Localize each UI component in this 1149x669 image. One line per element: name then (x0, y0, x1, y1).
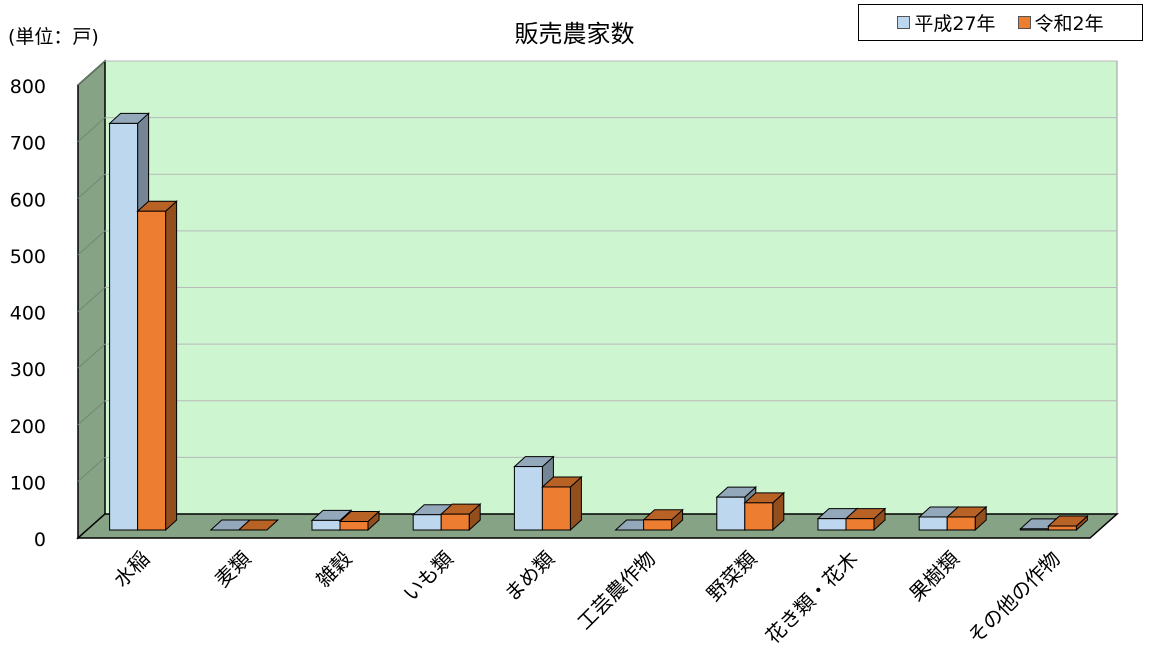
unit-label: (単位：戸) (8, 26, 99, 48)
x-tick-label-6: 野菜類 (702, 547, 761, 606)
y-axis-tick-labels: 0 100 200 300 400 500 600 700 800 (10, 76, 46, 551)
x-tick-label-1: 麦類 (210, 547, 255, 592)
gridline-side (77, 117, 106, 142)
gridline-side (77, 287, 106, 312)
gridline-side (77, 400, 106, 426)
legend-swatch-series-0 (897, 16, 911, 29)
bar-1-5 (642, 508, 684, 532)
x-axis-tick-labels: 水稲 麦類 雑穀 いも類 まめ類 工芸農作物 野菜類 花き類・花木 果樹類 その他の作物 (109, 547, 1065, 649)
x-tick-label-5: 工芸農作物 (572, 547, 660, 635)
y-tick-label: 700 (10, 133, 46, 155)
gridline-side (77, 173, 106, 199)
y-tick-label: 500 (10, 246, 46, 268)
legend-label-series-0: 平成27年 (914, 13, 996, 35)
y-tick-label: 300 (10, 359, 46, 381)
gridline-side (77, 343, 106, 369)
x-tick-label-3: いも類 (398, 547, 457, 606)
bar-1-8 (945, 505, 988, 532)
bar-1-3 (439, 503, 482, 532)
y-tick-label: 600 (10, 189, 46, 211)
y-tick-label: 200 (10, 416, 46, 438)
y-tick-label: 0 (34, 529, 46, 551)
x-tick-label-9: その他の作物 (963, 547, 1065, 649)
bars (108, 112, 1089, 532)
x-tick-label-7: 花き類・花木 (761, 547, 863, 649)
bar-1-9 (1047, 514, 1089, 532)
legend: 平成27年 令和2年 (858, 4, 1143, 41)
legend-label-series-1: 令和2年 (1034, 13, 1104, 35)
y-tick-label: 800 (10, 76, 46, 98)
bar-1-7 (844, 507, 887, 532)
x-tick-label-8: 果樹類 (904, 547, 963, 606)
x-tick-label-2: 雑穀 (311, 547, 356, 592)
legend-item-series-0: 平成27年 (897, 9, 996, 36)
legend-item-series-1: 令和2年 (1017, 9, 1104, 36)
x-tick-label-0: 水稲 (109, 547, 154, 592)
y-tick-label: 400 (10, 303, 46, 325)
bar-1-1 (237, 519, 280, 531)
bar-1-6 (743, 491, 786, 532)
bar-1-4 (541, 475, 583, 532)
x-tick-label-4: まめ類 (500, 547, 559, 606)
gridline-side (77, 230, 106, 256)
gridline-side (77, 457, 106, 482)
y-tick-label: 100 (10, 472, 46, 494)
bar-1-2 (338, 510, 381, 532)
chart-title: 販売農家数 (514, 20, 635, 48)
bar-1-0 (136, 200, 178, 532)
gridlines (77, 60, 1117, 482)
gridline-side (77, 60, 106, 86)
legend-swatch-series-1 (1017, 16, 1031, 29)
chart-walls (76, 59, 1119, 540)
